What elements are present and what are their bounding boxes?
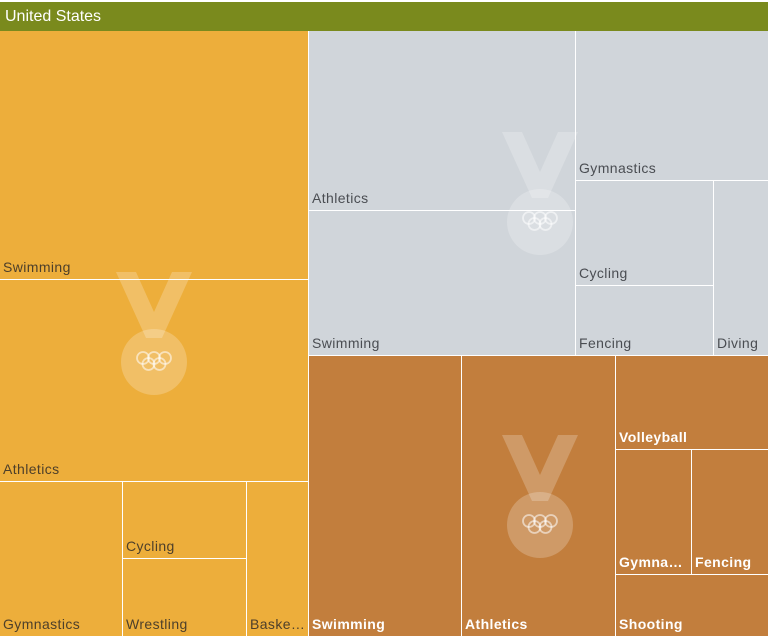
treemap-cell[interactable]: Athletics bbox=[0, 280, 309, 482]
treemap-cell-label: Fencing bbox=[695, 554, 752, 570]
treemap-cell[interactable]: Cycling bbox=[123, 482, 247, 559]
treemap-cell-label: Shooting bbox=[619, 616, 683, 632]
treemap-cell[interactable]: Gymnastics bbox=[0, 482, 123, 637]
treemap-cell-label: Diving bbox=[717, 335, 759, 351]
treemap-cell-label: Swimming bbox=[312, 616, 386, 632]
treemap-cell[interactable]: Swimming bbox=[309, 211, 576, 356]
treemap-cell[interactable]: Shooting bbox=[616, 575, 769, 637]
treemap-header[interactable]: United States bbox=[0, 2, 768, 31]
treemap-cell-label: Fencing bbox=[579, 335, 632, 351]
treemap-cell-label: Volleyball bbox=[619, 429, 688, 445]
treemap-cell-label: Basketball bbox=[250, 616, 306, 632]
treemap-cell[interactable]: Swimming bbox=[309, 356, 462, 637]
treemap-cell[interactable]: Diving bbox=[714, 181, 769, 356]
treemap-cell[interactable]: Wrestling bbox=[123, 559, 247, 637]
treemap-cell-label: Gymnastics bbox=[619, 554, 689, 570]
treemap-cell[interactable]: Volleyball bbox=[616, 356, 769, 450]
treemap-cell[interactable]: Athletics bbox=[309, 31, 576, 211]
treemap-cell-label: Swimming bbox=[312, 335, 380, 351]
treemap-cell-label: Swimming bbox=[3, 259, 71, 275]
treemap-cell-label: Wrestling bbox=[126, 616, 188, 632]
treemap-cell-label: Cycling bbox=[579, 265, 628, 281]
treemap-cell[interactable]: Gymnastics bbox=[616, 450, 692, 575]
treemap-cell-label: Cycling bbox=[126, 538, 175, 554]
treemap-cell[interactable]: Cycling bbox=[576, 181, 714, 286]
treemap-cell[interactable]: Gymnastics bbox=[576, 31, 769, 181]
treemap-cell-label: Gymnastics bbox=[3, 616, 81, 632]
treemap-cell[interactable]: Swimming bbox=[0, 31, 309, 280]
treemap-cell-label: Athletics bbox=[3, 461, 60, 477]
treemap-cell[interactable]: Athletics bbox=[462, 356, 616, 637]
treemap-title: United States bbox=[5, 7, 102, 25]
treemap-cell[interactable]: Fencing bbox=[576, 286, 714, 356]
treemap-cell-label: Athletics bbox=[465, 616, 528, 632]
treemap-cell-label: Athletics bbox=[312, 190, 369, 206]
treemap-cell-label: Gymnastics bbox=[579, 160, 657, 176]
treemap-cell[interactable]: Fencing bbox=[692, 450, 769, 575]
treemap-cell[interactable]: Basketball bbox=[247, 482, 309, 637]
